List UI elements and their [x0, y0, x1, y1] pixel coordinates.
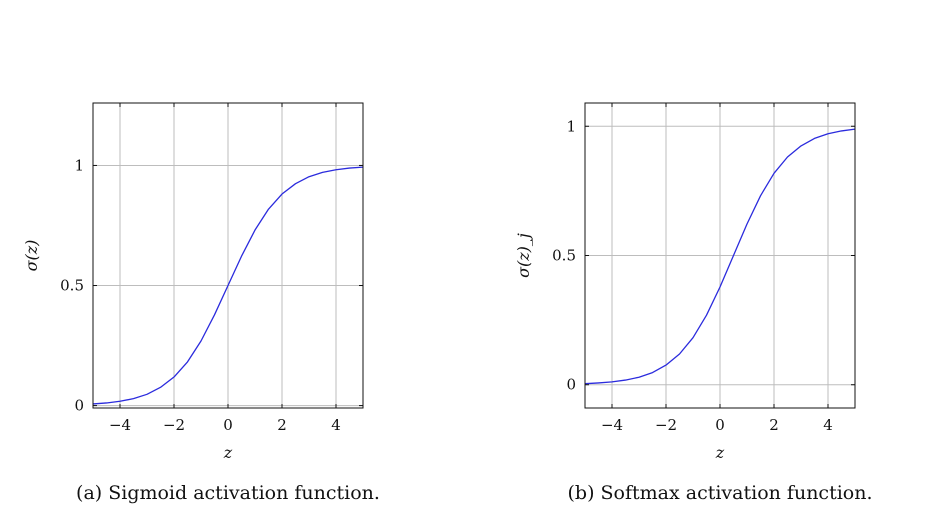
chart-a-xlabel: z: [223, 443, 233, 462]
chart-b-caption: (b) Softmax activation function.: [567, 482, 873, 504]
chart-b-ytick-label-2: 1: [566, 117, 576, 135]
chart-b: −4 −2 0 2 4 0 0.5 1 z σ(z)_j: [514, 102, 856, 462]
chart-b-xlabel: z: [715, 443, 725, 462]
chart-a-xtick-label-0: −4: [109, 416, 131, 434]
chart-a-ytick-label-2: 1: [74, 156, 84, 174]
chart-b-ylabel: σ(z)_j: [514, 233, 533, 278]
chart-b-xtick-label-4: 4: [823, 416, 833, 434]
chart-b-series-line-0: [584, 128, 856, 385]
chart-a-xtick-label-3: 2: [277, 416, 287, 434]
chart-b-ytick-label-0: 0: [566, 376, 576, 394]
chart-a-series-line-0: [92, 166, 364, 405]
chart-a-caption: (a) Sigmoid activation function.: [76, 482, 380, 504]
chart-b-ytick-label-1: 0.5: [552, 247, 576, 265]
chart-b-xtick-label-2: 0: [715, 416, 725, 434]
chart-a-ylabel: σ(z): [22, 240, 41, 272]
chart-b-xtick-label-0: −4: [601, 416, 623, 434]
chart-a-ytick-label-1: 0.5: [60, 277, 84, 295]
chart-a: −4 −2 0 2 4 0 0.5 1 z σ(z): [22, 102, 364, 462]
chart-a-xtick-label-2: 0: [223, 416, 233, 434]
chart-a-xtick-label-4: 4: [331, 416, 341, 434]
chart-a-xtick-label-1: −2: [163, 416, 185, 434]
chart-b-xtick-label-3: 2: [769, 416, 779, 434]
chart-a-ytick-label-0: 0: [74, 397, 84, 415]
chart-b-xtick-label-1: −2: [655, 416, 677, 434]
